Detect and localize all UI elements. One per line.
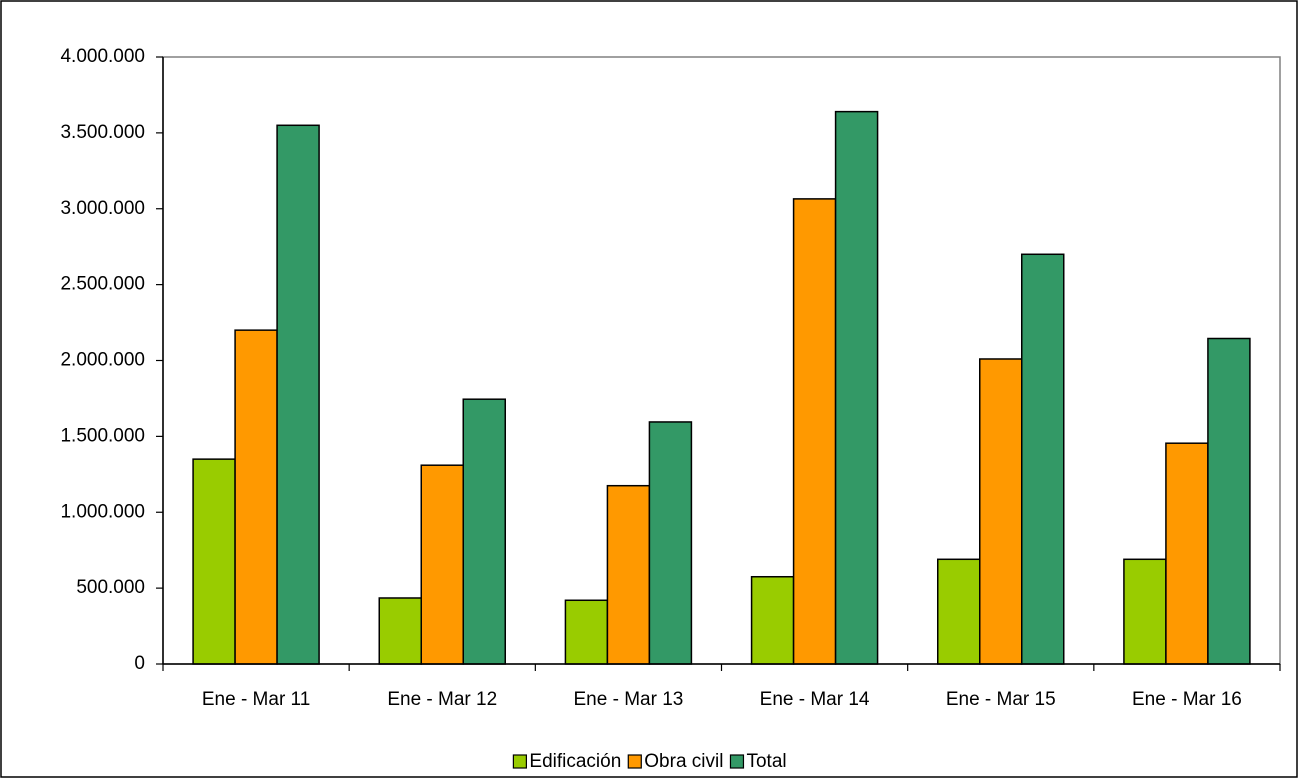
bar (792, 198, 837, 665)
legend-swatch (512, 754, 527, 769)
bar (750, 575, 795, 665)
x-tick-label: Ene - Mar 13 (574, 689, 684, 710)
y-tick-label: 3.000.000 (60, 198, 145, 219)
bar (834, 110, 879, 665)
legend-swatch (729, 754, 745, 769)
bar (937, 558, 981, 665)
legend-label: Edificación (529, 751, 621, 772)
bar (378, 597, 422, 665)
x-tick-label: Ene - Mar 14 (760, 689, 870, 710)
x-tick-label: Ene - Mar 16 (1132, 689, 1242, 710)
y-tick-label: 2.000.000 (60, 350, 145, 371)
bar (276, 124, 320, 665)
x-tick-label: Ene - Mar 11 (202, 689, 310, 710)
legend-label: Total (746, 751, 786, 772)
y-tick-label: 0 (134, 653, 145, 674)
bar (648, 421, 693, 665)
legend-item: Obra civil (627, 751, 723, 772)
y-tick-label: 3.500.000 (60, 122, 145, 143)
x-tick-label: Ene - Mar 12 (387, 689, 497, 710)
y-tick-label: 2.500.000 (60, 274, 145, 295)
bar (979, 358, 1023, 665)
bar (1123, 558, 1167, 665)
y-tick-label: 1.000.000 (60, 501, 145, 522)
bar (1165, 442, 1209, 665)
bar (1207, 337, 1251, 665)
bar (606, 484, 651, 665)
bar (420, 464, 464, 665)
bar (1021, 253, 1065, 665)
bar (234, 329, 278, 665)
legend-label: Obra civil (644, 751, 723, 772)
x-tick-label: Ene - Mar 15 (946, 689, 1056, 710)
bar (462, 398, 506, 665)
legend-swatch (627, 754, 642, 769)
legend-item: Edificación (512, 751, 621, 772)
y-tick-label: 4.000.000 (60, 46, 145, 67)
legend-item: Total (729, 751, 787, 772)
y-tick-label: 1.500.000 (60, 425, 145, 446)
bar (192, 458, 236, 665)
y-tick-label: 500.000 (76, 577, 145, 598)
bar (564, 599, 609, 665)
